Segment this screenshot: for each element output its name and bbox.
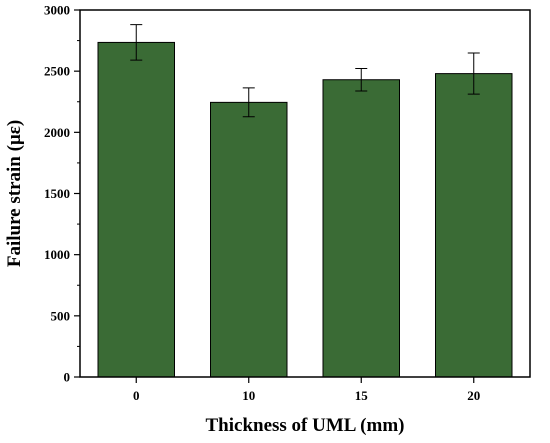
bars-group [97,41,513,378]
y-tick-label: 0 [64,370,71,385]
error-bars-group [130,24,480,118]
bar-0 [97,41,175,378]
y-tick-label: 3000 [44,3,70,18]
y-tick-label: 1000 [44,247,70,262]
y-tick-label: 1500 [44,186,70,201]
x-axis-ticks: 0 10 15 20 [133,377,480,403]
x-tick-label: 10 [242,388,255,403]
error-bar-20 [467,52,480,95]
bar-10 [210,101,288,378]
x-tick-label: 20 [467,388,480,403]
bar-20 [435,73,513,378]
x-tick-label: 15 [355,388,369,403]
bar-15 [322,79,400,378]
y-axis-ticks: 0 500 1000 1500 2000 2500 3000 [44,3,80,385]
y-tick-label: 500 [51,308,71,323]
x-axis-label: Thickness of UML (mm) [206,415,405,436]
y-tick-label: 2000 [44,125,70,140]
x-tick-label: 0 [133,388,140,403]
y-tick-label: 2500 [44,64,70,79]
error-bar-0 [130,24,143,61]
error-bar-10 [242,87,255,118]
y-axis-label: Failure strain (με) [4,120,25,267]
error-bar-15 [355,67,368,92]
